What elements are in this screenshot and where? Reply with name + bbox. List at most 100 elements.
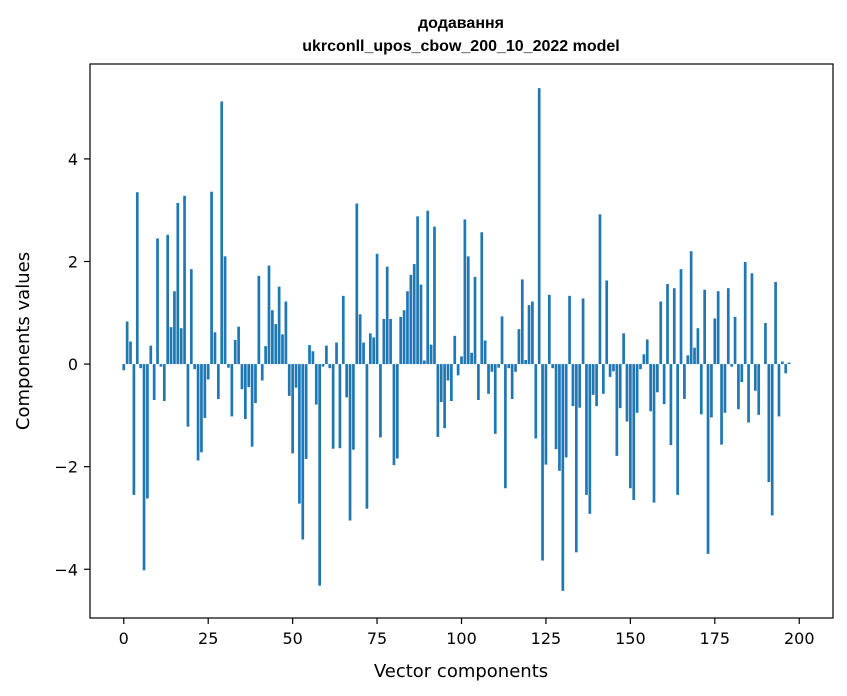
bar-196 bbox=[784, 364, 788, 374]
y-tick-label-0: −4 bbox=[54, 560, 78, 579]
bar-51 bbox=[294, 364, 298, 388]
bar-128 bbox=[554, 364, 558, 450]
x-tick-label-1: 25 bbox=[198, 629, 218, 648]
bar-79 bbox=[389, 318, 392, 365]
bar-127 bbox=[551, 364, 555, 369]
y-axis-label: Components values bbox=[13, 252, 34, 430]
x-axis-ticks: 0 25 50 75 100 125 150 175 200 bbox=[119, 618, 815, 648]
bar-99 bbox=[456, 364, 460, 376]
x-tick-label-6: 150 bbox=[615, 629, 646, 648]
x-axis-label: Vector components bbox=[374, 661, 548, 682]
bar-42 bbox=[264, 346, 267, 365]
bar-5 bbox=[139, 364, 143, 369]
bar-46 bbox=[277, 286, 281, 365]
bar-68 bbox=[352, 364, 355, 450]
bar-11 bbox=[159, 364, 163, 367]
bar-8 bbox=[149, 345, 153, 365]
bar-62 bbox=[331, 364, 335, 449]
bar-156 bbox=[649, 364, 652, 412]
bar-0 bbox=[122, 364, 126, 371]
bar-142 bbox=[601, 364, 605, 394]
bar-58 bbox=[318, 364, 321, 586]
bar-144 bbox=[608, 364, 612, 377]
bar-13 bbox=[166, 234, 170, 365]
bar-3 bbox=[132, 364, 136, 495]
bar-22 bbox=[196, 364, 200, 461]
bar-107 bbox=[483, 340, 487, 365]
bar-131 bbox=[564, 364, 568, 458]
bar-166 bbox=[683, 364, 686, 399]
bar-59 bbox=[321, 364, 325, 367]
bar-146 bbox=[615, 364, 619, 456]
bar-95 bbox=[443, 364, 446, 429]
bar-190 bbox=[764, 323, 767, 365]
bar-38 bbox=[250, 364, 254, 447]
bar-136 bbox=[581, 298, 585, 365]
bar-139 bbox=[591, 364, 595, 395]
bar-87 bbox=[416, 216, 419, 365]
bar-135 bbox=[578, 364, 582, 408]
x-tick-label-0: 0 bbox=[119, 629, 129, 648]
bar-195 bbox=[780, 361, 784, 365]
bar-180 bbox=[730, 364, 734, 367]
bar-157 bbox=[652, 364, 656, 503]
x-tick-label-8: 200 bbox=[784, 629, 815, 648]
bar-26 bbox=[210, 191, 213, 365]
bar-175 bbox=[713, 318, 717, 365]
bar-47 bbox=[281, 334, 284, 365]
bar-149 bbox=[625, 364, 629, 422]
bar-102 bbox=[466, 256, 470, 365]
bar-82 bbox=[399, 316, 403, 365]
bar-120 bbox=[527, 305, 531, 365]
bar-122 bbox=[534, 364, 538, 439]
bar-19 bbox=[186, 364, 190, 427]
bar-111 bbox=[497, 364, 500, 368]
bar-167 bbox=[686, 355, 690, 365]
x-tick-label-4: 100 bbox=[446, 629, 477, 648]
bar-177 bbox=[720, 364, 723, 445]
bar-84 bbox=[406, 291, 409, 365]
bar-83 bbox=[402, 310, 406, 365]
bar-110 bbox=[493, 364, 497, 434]
bar-137 bbox=[585, 364, 588, 495]
bar-186 bbox=[750, 273, 754, 365]
bar-54 bbox=[304, 364, 308, 459]
bar-132 bbox=[568, 295, 571, 365]
bar-37 bbox=[247, 364, 251, 388]
bar-15 bbox=[173, 291, 176, 365]
bar-130 bbox=[561, 364, 565, 591]
bar-184 bbox=[743, 262, 747, 365]
chart-title-line-2: ukrconll_upos_cbow_200_10_2022 model bbox=[302, 38, 619, 55]
bar-29 bbox=[220, 101, 224, 365]
bar-134 bbox=[574, 364, 578, 553]
bar-88 bbox=[419, 284, 423, 365]
bar-133 bbox=[571, 364, 575, 407]
bar-108 bbox=[487, 364, 490, 394]
bar-147 bbox=[618, 364, 622, 409]
bar-9 bbox=[152, 364, 156, 400]
bar-104 bbox=[473, 276, 477, 365]
bar-173 bbox=[706, 364, 710, 554]
bar-2 bbox=[129, 341, 132, 365]
bar-158 bbox=[656, 364, 659, 393]
bar-39 bbox=[254, 364, 257, 404]
bar-197 bbox=[787, 362, 791, 365]
bar-20 bbox=[189, 269, 193, 365]
bar-76 bbox=[379, 364, 382, 438]
bar-117 bbox=[517, 329, 521, 365]
bar-44 bbox=[271, 310, 274, 365]
y-tick-label-1: −2 bbox=[54, 458, 78, 477]
bar-49 bbox=[287, 364, 291, 396]
bar-162 bbox=[669, 364, 673, 446]
bar-60 bbox=[325, 345, 328, 365]
bar-178 bbox=[723, 364, 727, 413]
bar-101 bbox=[463, 219, 467, 365]
bar-123 bbox=[537, 88, 541, 365]
bar-125 bbox=[544, 364, 548, 465]
bar-55 bbox=[308, 345, 311, 365]
bar-182 bbox=[737, 364, 740, 410]
bar-23 bbox=[200, 364, 203, 453]
bar-6 bbox=[142, 364, 146, 571]
x-tick-label-7: 175 bbox=[700, 629, 731, 648]
